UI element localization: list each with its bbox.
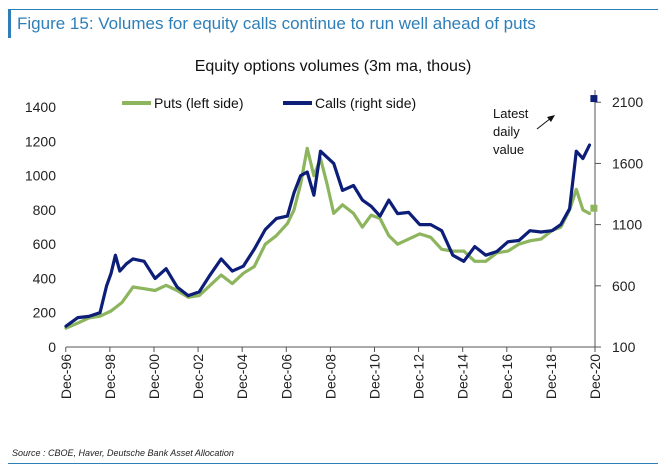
- x-tick-label: Dec-00: [146, 354, 162, 399]
- annotation-line-3: value: [493, 142, 524, 157]
- y-right-tick-label: 1100: [612, 217, 642, 233]
- x-tick-label: Dec-98: [102, 354, 118, 399]
- legend: Puts (left side) Calls (right side): [122, 95, 416, 111]
- y-left-tick-label: 0: [48, 339, 56, 355]
- x-tick-label: Dec-96: [58, 354, 74, 399]
- legend-calls-label: Calls (right side): [315, 95, 416, 111]
- y-left-tick-label: 600: [33, 236, 57, 252]
- source-note: Source : CBOE, Haver, Deutsche Bank Asse…: [12, 448, 234, 458]
- y-left-tick-label: 800: [33, 202, 57, 218]
- y-right-tick-label: 2100: [612, 94, 643, 110]
- y-left-tick-label: 1000: [25, 168, 56, 184]
- x-tick-label: Dec-04: [234, 354, 250, 399]
- y-left-tick-label: 400: [33, 270, 57, 286]
- x-tick-label: Dec-10: [366, 354, 382, 399]
- x-tick-label: Dec-20: [587, 354, 603, 399]
- latest-daily-annotation: Latest daily value: [493, 106, 532, 157]
- x-tick-label: Dec-14: [455, 354, 471, 399]
- annotation-line-1: Latest: [493, 106, 529, 121]
- x-tick-label: Dec-02: [190, 354, 206, 399]
- x-tick-label: Dec-12: [411, 354, 427, 399]
- y-left-tick-label: 1400: [25, 99, 56, 115]
- x-tick-label: Dec-08: [322, 354, 338, 399]
- puts-series-line: [64, 146, 592, 330]
- latest-puts-marker: [590, 204, 598, 212]
- x-tick-label: Dec-06: [278, 354, 294, 399]
- latest-calls-marker: [590, 95, 598, 103]
- x-tick-label: Dec-16: [499, 354, 515, 399]
- x-tick-label: Dec-18: [543, 354, 559, 399]
- annotation-arrow-line: [536, 117, 552, 130]
- chart-title: Equity options volumes (3m ma, thous): [195, 58, 472, 75]
- top-rule: [8, 9, 658, 10]
- figure-title: Figure 15: Volumes for equity calls cont…: [8, 10, 656, 38]
- y-left-tick-label: 1200: [25, 133, 56, 149]
- calls-series-line: [64, 143, 592, 328]
- legend-puts-label: Puts (left side): [154, 95, 243, 111]
- bottom-rule: [8, 463, 658, 464]
- y-left-tick-label: 200: [33, 305, 57, 321]
- annotation-line-2: daily: [493, 124, 520, 139]
- y-right-tick-label: 1600: [612, 155, 643, 171]
- y-right-tick-label: 100: [612, 339, 636, 355]
- annotation-arrow-head: [547, 115, 555, 122]
- y-right-tick-label: 600: [612, 278, 636, 294]
